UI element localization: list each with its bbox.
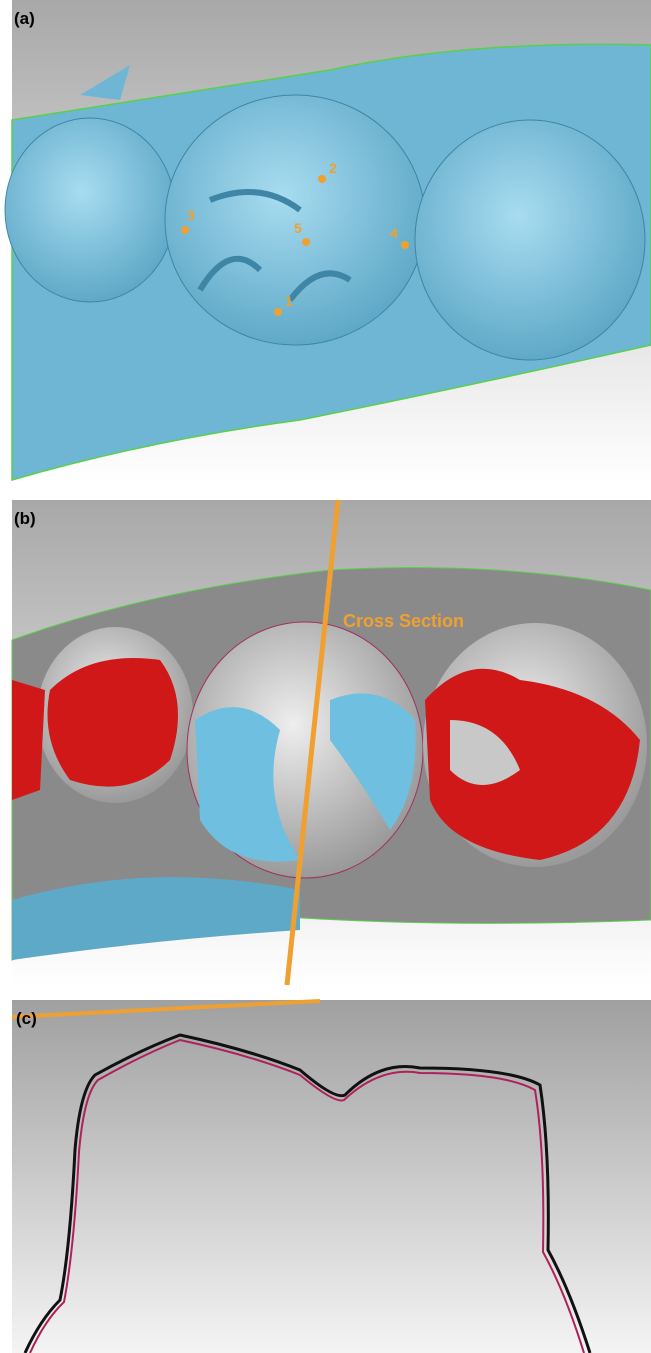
panel-a: 1 2 3 4 5 (a) xyxy=(5,0,651,482)
point-label: 4 xyxy=(390,225,398,241)
point-label: 2 xyxy=(329,160,337,176)
point-label: 5 xyxy=(294,220,302,236)
red-patch xyxy=(12,680,45,800)
red-patch xyxy=(48,658,179,787)
annotation: Cross Section xyxy=(343,611,464,631)
point-label: 1 xyxy=(285,293,293,309)
tooth xyxy=(5,118,175,302)
point-marker xyxy=(274,308,282,316)
panel-label: (c) xyxy=(16,1009,37,1028)
point-marker xyxy=(318,175,326,183)
panel-label: (a) xyxy=(14,9,35,28)
tooth xyxy=(415,120,645,360)
panel-b: Cross Section (b) xyxy=(12,500,651,985)
figure: 1 2 3 4 5 (a) Cross Section (b) (c) xyxy=(0,0,651,1353)
panel-c: (c) xyxy=(12,1000,651,1353)
panel-background xyxy=(12,1000,651,1353)
point-marker xyxy=(181,226,189,234)
page: 1 2 3 4 5 (a) Cross Section (b) (c) (() … xyxy=(0,0,651,1353)
point-marker xyxy=(401,241,409,249)
point-label: 3 xyxy=(187,207,195,223)
panel-label: (b) xyxy=(14,509,36,528)
point-marker xyxy=(302,238,310,246)
